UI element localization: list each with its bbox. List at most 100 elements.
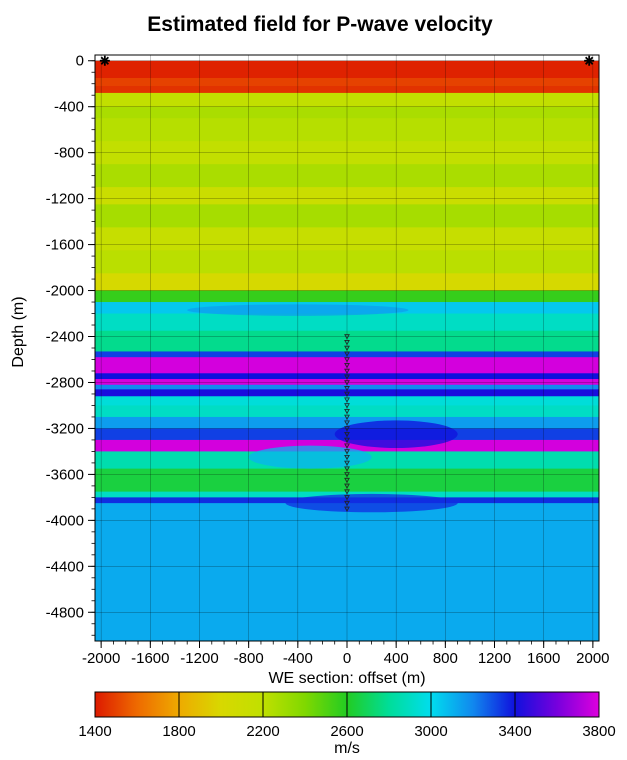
velocity-layer-2	[95, 86, 599, 94]
receiver-marker-11	[344, 397, 350, 403]
receiver-marker-23	[344, 466, 350, 472]
receiver-marker-17	[344, 431, 350, 438]
receiver-marker-27	[344, 489, 350, 495]
velocity-layer-11	[95, 250, 599, 274]
velocity-layer-22	[95, 389, 599, 397]
colorbar-tick-label-5: 3400	[498, 723, 531, 740]
receiver-marker-28	[344, 495, 350, 501]
velocity-layer-29	[95, 468, 599, 493]
colorbar-tick-label-6: 3800	[582, 723, 615, 740]
receiver-marker-16	[344, 426, 350, 432]
x-axis-ticks: -2000 -1600 -1200 -800 -400 0 400 800 1200 1600 20…	[82, 641, 610, 667]
x-tick-label-2: -1200	[180, 650, 218, 667]
receiver-marker-22	[344, 460, 350, 466]
x-axis-label: WE section: offset (m)	[268, 670, 425, 687]
x-tick-label-6: 400	[384, 650, 409, 667]
receiver-marker-30	[344, 506, 350, 512]
velocity-layer-8	[95, 187, 599, 205]
velocity-anomaly-2	[248, 445, 372, 469]
velocity-layer-0	[95, 60, 599, 79]
y-tick-label-3: -1200	[46, 191, 84, 208]
velocity-anomaly-1	[285, 493, 458, 513]
receiver-marker-7	[344, 374, 350, 380]
receiver-marker-18	[344, 437, 350, 443]
receiver-marker-15	[344, 420, 350, 426]
colorbar-tick-label-2: 2200	[246, 723, 279, 740]
velocity-layer-25	[95, 416, 599, 430]
x-tick-label-9: 1600	[527, 650, 560, 667]
colorbar-label: m/s	[334, 740, 360, 757]
velocity-layer-10	[95, 227, 599, 251]
y-tick-label-2: -800	[54, 145, 84, 162]
colorbar-tick-label-3: 2600	[330, 723, 363, 740]
colorbar-tick-label-4: 3000	[414, 723, 447, 740]
velocity-anomaly-0	[334, 420, 458, 448]
y-tick-label-7: -2800	[46, 374, 84, 391]
receiver-marker-0	[344, 334, 350, 340]
velocity-layer-5	[95, 118, 599, 142]
velocity-layer-15	[95, 313, 599, 332]
receiver-marker-19	[344, 443, 350, 449]
y-axis-label: Depth (m)	[10, 296, 27, 367]
velocity-layer-19	[95, 373, 599, 380]
receiver-marker-4	[344, 357, 350, 363]
x-tick-label-0: -2000	[82, 650, 120, 667]
x-tick-label-8: 1200	[478, 650, 511, 667]
receiver-marker-10	[344, 391, 350, 397]
receiver-marker-24	[344, 472, 350, 478]
receiver-markers	[344, 334, 350, 512]
receiver-marker-3	[344, 351, 350, 357]
colorbar-tick-label-0: 1400	[78, 723, 111, 740]
y-tick-label-9: -3600	[46, 466, 84, 483]
velocity-layer-16	[95, 330, 599, 353]
receiver-marker-13	[344, 408, 350, 415]
receiver-marker-26	[344, 483, 350, 489]
source-marker-1	[584, 55, 595, 66]
x-tick-label-5: 0	[343, 650, 351, 667]
velocity-layer-7	[95, 164, 599, 188]
y-tick-label-5: -2000	[46, 283, 84, 300]
y-tick-label-6: -2400	[46, 329, 84, 346]
x-tick-label-3: -800	[234, 650, 264, 667]
y-tick-label-8: -3200	[46, 420, 84, 437]
receiver-marker-1	[344, 340, 350, 346]
receiver-marker-14	[344, 414, 350, 420]
receiver-marker-9	[344, 386, 350, 392]
receiver-marker-12	[344, 403, 350, 409]
velocity-layer-1	[95, 77, 599, 87]
source-markers	[99, 55, 595, 66]
velocity-layer-21	[95, 384, 599, 390]
x-tick-label-7: 800	[433, 650, 458, 667]
y-tick-label-11: -4400	[46, 558, 84, 575]
velocity-anomaly-3	[187, 304, 409, 316]
chart-title: Estimated field for P-wave velocity	[147, 13, 493, 36]
y-tick-label-1: -400	[54, 99, 84, 116]
velocity-layer-27	[95, 439, 599, 453]
colorbar-tick-label-1: 1800	[162, 723, 195, 740]
receiver-marker-21	[344, 454, 350, 461]
receiver-marker-2	[344, 345, 350, 352]
velocity-layer-32	[95, 503, 599, 641]
velocity-layer-20	[95, 379, 599, 386]
x-tick-label-1: -1600	[131, 650, 169, 667]
y-tick-label-12: -4800	[46, 604, 84, 621]
receiver-marker-20	[344, 449, 350, 455]
velocity-layers	[95, 60, 599, 641]
x-tick-label-10: 2000	[576, 650, 609, 667]
receiver-marker-25	[344, 477, 350, 484]
y-axis-ticks: 0 -400 -800 -1200 -1600 -2000 -2400 -2800 -3200 -…	[46, 53, 95, 636]
source-marker-0	[99, 55, 110, 66]
receiver-marker-29	[344, 500, 350, 507]
velocity-layer-13	[95, 290, 599, 303]
x-tick-label-4: -400	[283, 650, 313, 667]
colorbar-ticks: 1400 1800 2200 2600 3000 3400 3800	[78, 692, 616, 740]
velocity-layer-24	[95, 405, 599, 418]
velocity-layer-4	[95, 106, 599, 119]
velocity-layer-17	[95, 351, 599, 358]
y-tick-label-0: 0	[76, 53, 84, 70]
colorbar: 1400 1800 2200 2600 3000 3400 3800	[78, 691, 616, 740]
receiver-marker-5	[344, 363, 350, 369]
receiver-marker-6	[344, 368, 350, 375]
velocity-anomalies	[187, 304, 458, 513]
